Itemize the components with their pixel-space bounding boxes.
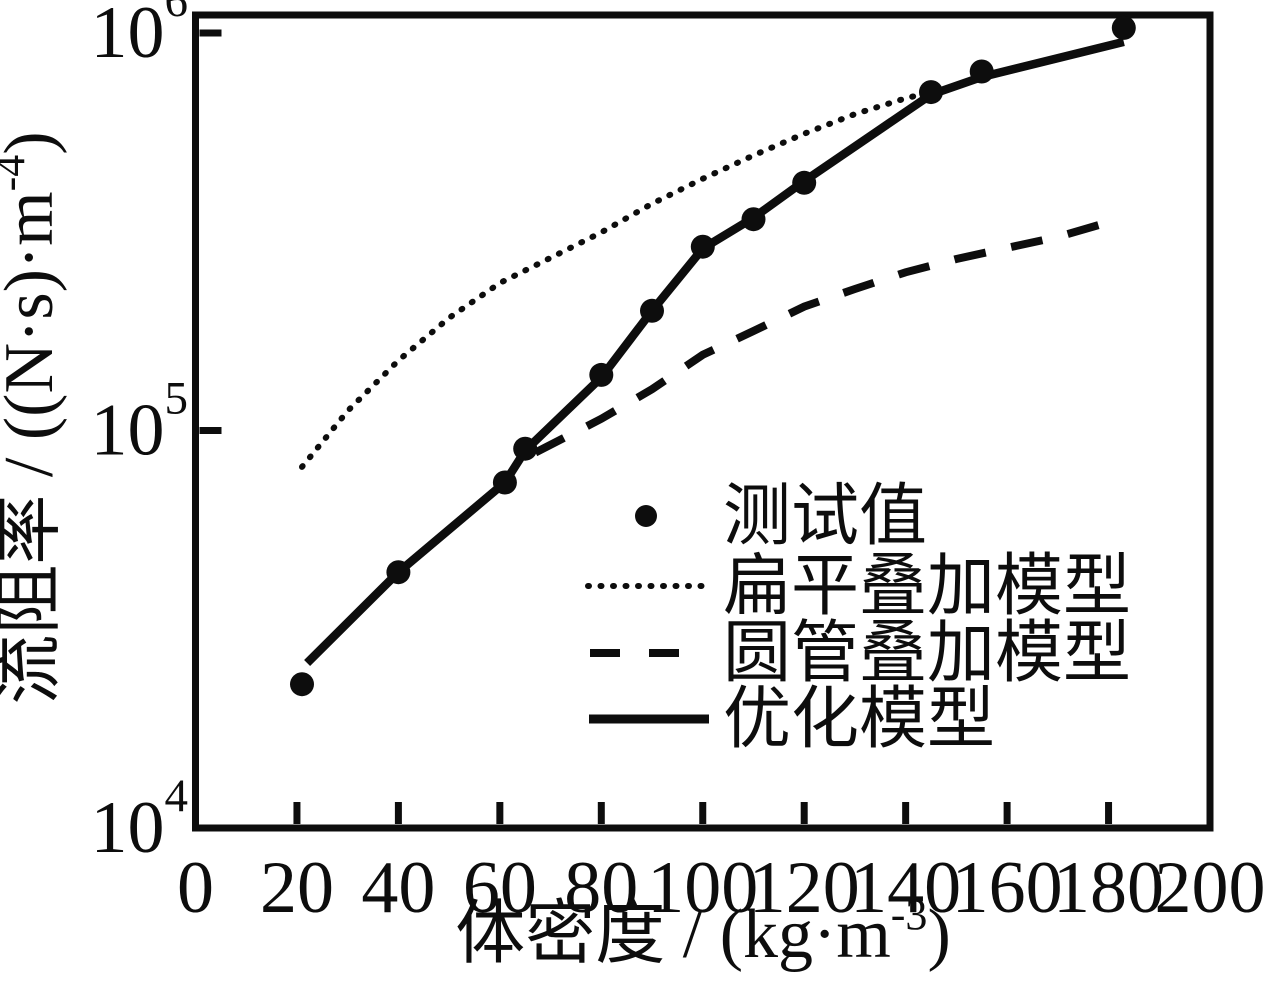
- data-point-dot: [1111, 15, 1136, 40]
- legend-label-measured: 测试值: [723, 478, 927, 554]
- data-point-dot: [919, 80, 943, 105]
- x-tick-label-0: 0: [177, 847, 214, 929]
- x-tick-label-60: 60: [463, 847, 537, 929]
- y-axis-title-main: 流阻率 / ((N·s)·m: [0, 191, 68, 704]
- data-point-dot: [513, 436, 538, 461]
- data-point-dot: [589, 362, 614, 387]
- legend-label-optimized-model: 优化模型: [723, 681, 995, 757]
- x-axis-title: 体密度 / (kg·m-3): [455, 890, 951, 973]
- y-tick-base: 10: [91, 390, 165, 472]
- y-tick-exponent: 5: [165, 373, 189, 425]
- x-tick-label-40: 40: [361, 847, 435, 929]
- y-tick-base: 10: [91, 787, 165, 869]
- data-point-dot: [792, 170, 817, 195]
- y-axis-title: 流阻率 / ((N·s)·m-4): [0, 131, 68, 704]
- data-point-dot: [386, 560, 411, 585]
- data-point-dot: [290, 672, 314, 697]
- plot-border: [192, 11, 1214, 832]
- x-tick-label-100: 100: [647, 847, 758, 929]
- y-axis-title-close: ): [0, 131, 68, 154]
- x-tick-label-200: 200: [1155, 847, 1266, 929]
- data-point-dot: [640, 298, 664, 323]
- curve-dotted: [299, 89, 934, 470]
- y-tick-label-1e4: 104: [91, 770, 189, 869]
- y-tick-base: 10: [91, 0, 165, 74]
- series-tube-stack-model-dashed-line: [533, 215, 1120, 457]
- x-tick-label-160: 160: [952, 847, 1063, 929]
- y-axis-title-sup: -4: [0, 155, 34, 192]
- x-axis-title-close: ): [927, 896, 950, 973]
- x-tick-label-80: 80: [564, 847, 638, 929]
- data-point-dot: [969, 59, 994, 84]
- x-tick-label-20: 20: [260, 847, 334, 929]
- y-tick-exponent: 4: [165, 770, 189, 822]
- series-measured-values-points: [290, 15, 1136, 697]
- x-tick-label-180: 180: [1053, 847, 1164, 929]
- x-axis-title-main: 体密度 / (kg·m: [455, 896, 891, 973]
- x-axis-ticks: [293, 802, 1113, 824]
- y-tick-exponent: 6: [165, 0, 189, 27]
- y-axis-ticks: [199, 29, 222, 434]
- data-point-dot: [690, 234, 715, 259]
- data-point-dot: [741, 207, 766, 232]
- legend-marker-dot: [635, 505, 657, 527]
- x-axis-title-sup: -3: [891, 890, 928, 939]
- y-tick-label-1e6: 106: [91, 0, 189, 74]
- x-tick-label-140: 140: [850, 847, 961, 929]
- series-flat-stack-model-dotted-line: [299, 89, 934, 470]
- legend: 测试值 扁平叠加模型 圆管叠加模型 优化模型: [585, 478, 1131, 757]
- x-tick-label-120: 120: [749, 847, 860, 929]
- legend-label-tube-stack-model: 圆管叠加模型: [723, 615, 1131, 691]
- legend-label-flat-stack-model: 扁平叠加模型: [723, 548, 1131, 624]
- data-point-dot: [492, 470, 517, 495]
- y-tick-label-1e5: 105: [91, 373, 189, 472]
- curve-dashed: [533, 215, 1120, 457]
